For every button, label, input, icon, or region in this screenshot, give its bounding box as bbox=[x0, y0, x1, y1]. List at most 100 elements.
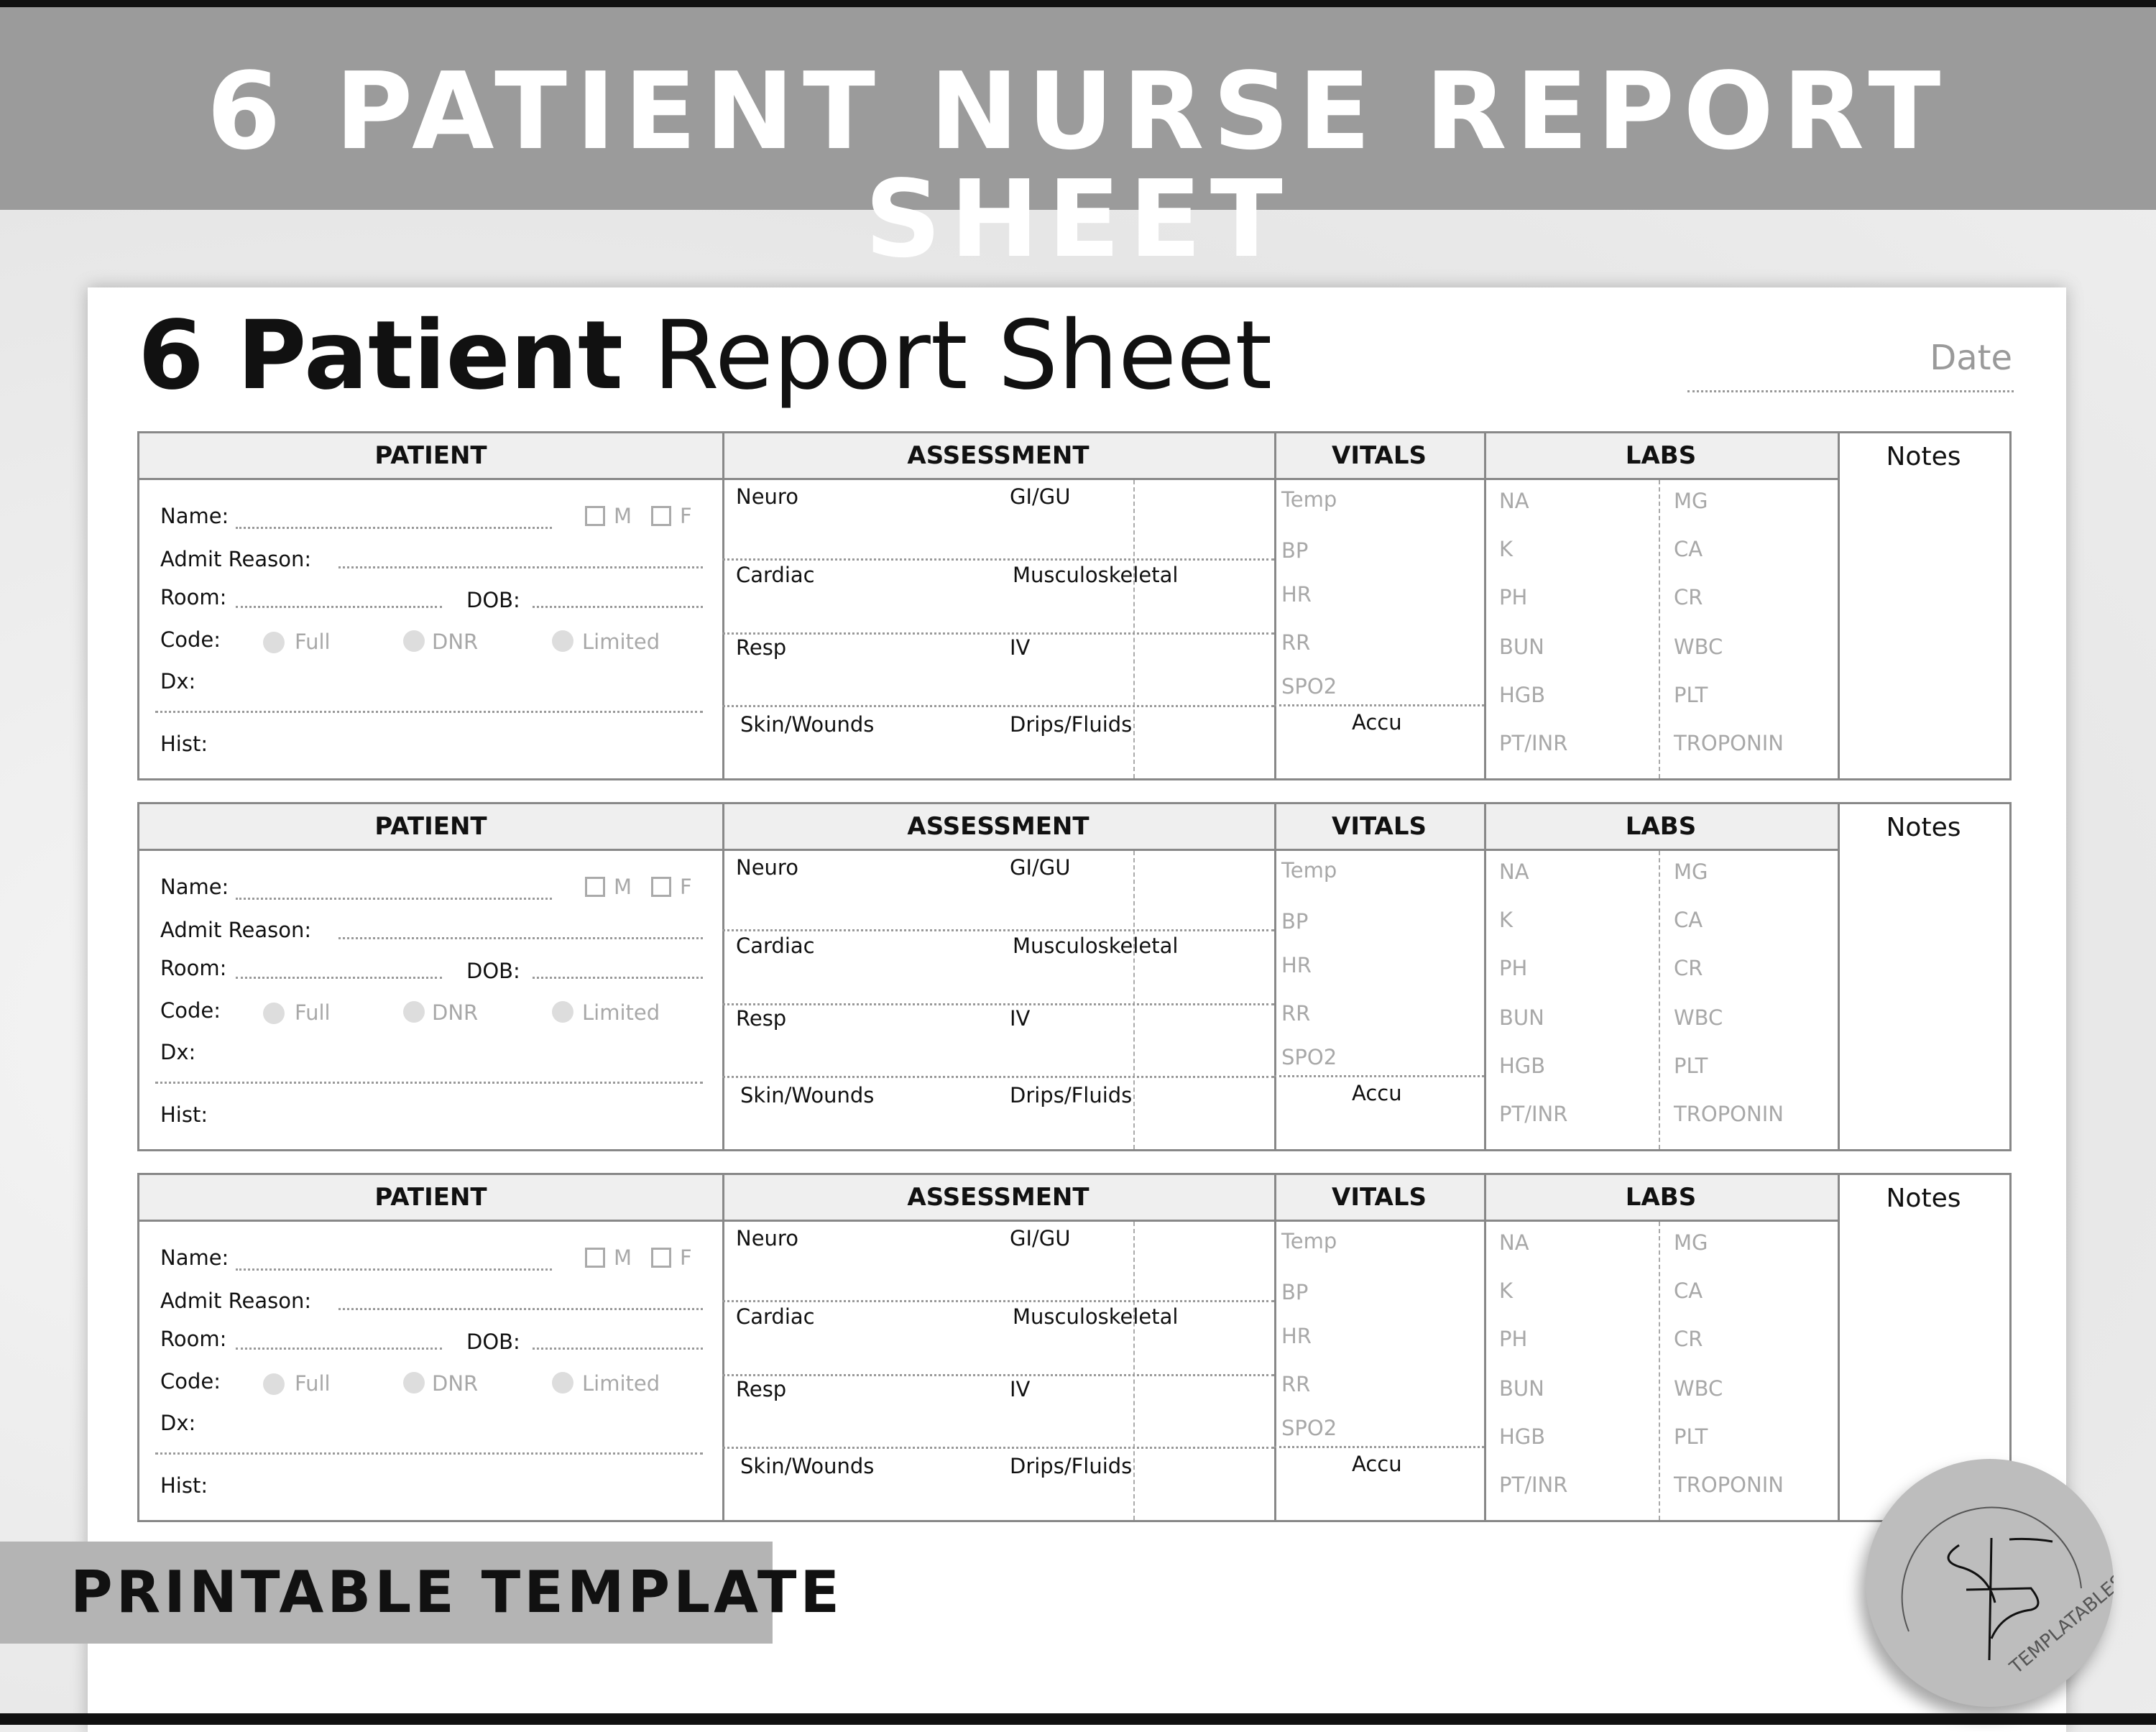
code-dnr-radio[interactable] bbox=[403, 1001, 425, 1023]
patient-header: PATIENT bbox=[139, 1175, 722, 1222]
lab-label: K bbox=[1499, 537, 1514, 561]
musculoskeletal-label: Musculoskeletal bbox=[1013, 934, 1179, 958]
skin-wounds-label: Skin/Wounds bbox=[740, 1454, 875, 1478]
lab-label: PT/INR bbox=[1499, 1473, 1568, 1497]
assessment-header: ASSESSMENT bbox=[722, 804, 1274, 851]
neuro-label: Neuro bbox=[736, 855, 798, 880]
male-label: M bbox=[614, 504, 632, 528]
bottom-edge bbox=[0, 1713, 2156, 1725]
code-limited-radio[interactable] bbox=[552, 1001, 573, 1023]
code-limited-radio[interactable] bbox=[552, 630, 573, 652]
dob-label: DOB: bbox=[466, 959, 520, 983]
notes-header: Notes bbox=[1886, 1184, 1961, 1213]
lab-label: NA bbox=[1499, 1230, 1529, 1255]
code-full-radio[interactable] bbox=[263, 1003, 285, 1024]
date-label: Date bbox=[1930, 338, 2012, 378]
accu-label: Accu bbox=[1352, 1081, 1402, 1105]
lab-label: HGB bbox=[1499, 1054, 1546, 1078]
dob-field[interactable] bbox=[533, 977, 703, 979]
cardiac-label: Cardiac bbox=[736, 1304, 815, 1329]
vital-label: HR bbox=[1281, 582, 1312, 607]
vital-label: HR bbox=[1281, 953, 1312, 977]
code-full-radio[interactable] bbox=[263, 1373, 285, 1395]
name-field[interactable] bbox=[236, 527, 552, 529]
code-label: Code: bbox=[160, 998, 221, 1023]
lab-label: TROPONIN bbox=[1674, 1473, 1784, 1497]
code-dnr-radio[interactable] bbox=[403, 630, 425, 652]
male-checkbox[interactable] bbox=[585, 877, 605, 897]
dob-field[interactable] bbox=[533, 606, 703, 608]
dx-label: Dx: bbox=[160, 1040, 196, 1064]
male-checkbox[interactable] bbox=[585, 506, 605, 526]
gigu-label: GI/GU bbox=[1010, 1226, 1071, 1250]
cardiac-label: Cardiac bbox=[736, 563, 815, 587]
code-full-label: Full bbox=[295, 1000, 331, 1025]
code-label: Code: bbox=[160, 627, 221, 652]
vital-label: Temp bbox=[1281, 487, 1337, 512]
female-checkbox[interactable] bbox=[651, 506, 671, 526]
lab-label: PH bbox=[1499, 585, 1528, 609]
neuro-label: Neuro bbox=[736, 1226, 798, 1250]
female-label: F bbox=[680, 504, 692, 528]
lab-label: HGB bbox=[1499, 1424, 1546, 1449]
room-field[interactable] bbox=[236, 606, 442, 608]
code-dnr-label: DNR bbox=[432, 630, 479, 654]
lab-label: WBC bbox=[1674, 635, 1723, 659]
room-field[interactable] bbox=[236, 1348, 442, 1350]
assessment-divider bbox=[1133, 1222, 1135, 1520]
lab-label: NA bbox=[1499, 860, 1529, 884]
admit-reason-field[interactable] bbox=[338, 1308, 703, 1310]
dx-field[interactable] bbox=[155, 1452, 703, 1455]
name-field[interactable] bbox=[236, 898, 552, 900]
code-limited-radio[interactable] bbox=[552, 1372, 573, 1394]
admit-reason-field[interactable] bbox=[338, 937, 703, 939]
lab-label: BUN bbox=[1499, 1005, 1544, 1030]
banner-title: 6 PATIENT NURSE REPORT SHEET bbox=[206, 50, 1950, 281]
room-label: Room: bbox=[160, 956, 227, 980]
lab-label: BUN bbox=[1499, 635, 1544, 659]
code-dnr-radio[interactable] bbox=[403, 1372, 425, 1394]
column-divider bbox=[1838, 804, 1840, 1149]
female-label: F bbox=[680, 1245, 692, 1270]
vital-label: RR bbox=[1281, 630, 1311, 655]
assessment-row-divider bbox=[722, 1300, 1274, 1302]
code-limited-label: Limited bbox=[582, 1000, 660, 1025]
vital-label: BP bbox=[1281, 909, 1309, 934]
column-divider bbox=[1274, 433, 1276, 778]
name-label: Name: bbox=[160, 1245, 229, 1270]
dob-label: DOB: bbox=[466, 588, 520, 612]
room-label: Room: bbox=[160, 1327, 227, 1351]
patient-block: PATIENT ASSESSMENT VITALS LABS Notes Name: M F A… bbox=[137, 431, 2012, 780]
gigu-label: GI/GU bbox=[1010, 855, 1071, 880]
lab-label: NA bbox=[1499, 489, 1529, 513]
lab-label: HGB bbox=[1499, 683, 1546, 707]
dob-label: DOB: bbox=[466, 1330, 520, 1354]
column-divider bbox=[1838, 433, 1840, 778]
vital-label: Temp bbox=[1281, 858, 1337, 883]
dx-field[interactable] bbox=[155, 711, 703, 713]
code-label: Code: bbox=[160, 1369, 221, 1394]
column-divider bbox=[1274, 1175, 1276, 1520]
lab-label: K bbox=[1499, 908, 1514, 932]
code-full-radio[interactable] bbox=[263, 632, 285, 653]
room-field[interactable] bbox=[236, 977, 442, 979]
name-label: Name: bbox=[160, 875, 229, 899]
name-field[interactable] bbox=[236, 1268, 552, 1271]
column-divider bbox=[722, 804, 724, 1149]
room-label: Room: bbox=[160, 585, 227, 609]
female-checkbox[interactable] bbox=[651, 877, 671, 897]
lab-label: PLT bbox=[1674, 683, 1708, 707]
female-checkbox[interactable] bbox=[651, 1248, 671, 1268]
notes-header: Notes bbox=[1886, 442, 1961, 471]
female-label: F bbox=[680, 875, 692, 899]
column-divider bbox=[1838, 1175, 1840, 1520]
badge-brand-text: TEMPLATABLES bbox=[2005, 1570, 2114, 1679]
accu-label: Accu bbox=[1352, 1452, 1402, 1476]
code-full-label: Full bbox=[295, 630, 331, 654]
male-checkbox[interactable] bbox=[585, 1248, 605, 1268]
dx-field[interactable] bbox=[155, 1082, 703, 1084]
date-field[interactable] bbox=[1687, 390, 2014, 392]
dob-field[interactable] bbox=[533, 1348, 703, 1350]
admit-reason-field[interactable] bbox=[338, 566, 703, 568]
vital-label: SPO2 bbox=[1281, 1416, 1337, 1440]
